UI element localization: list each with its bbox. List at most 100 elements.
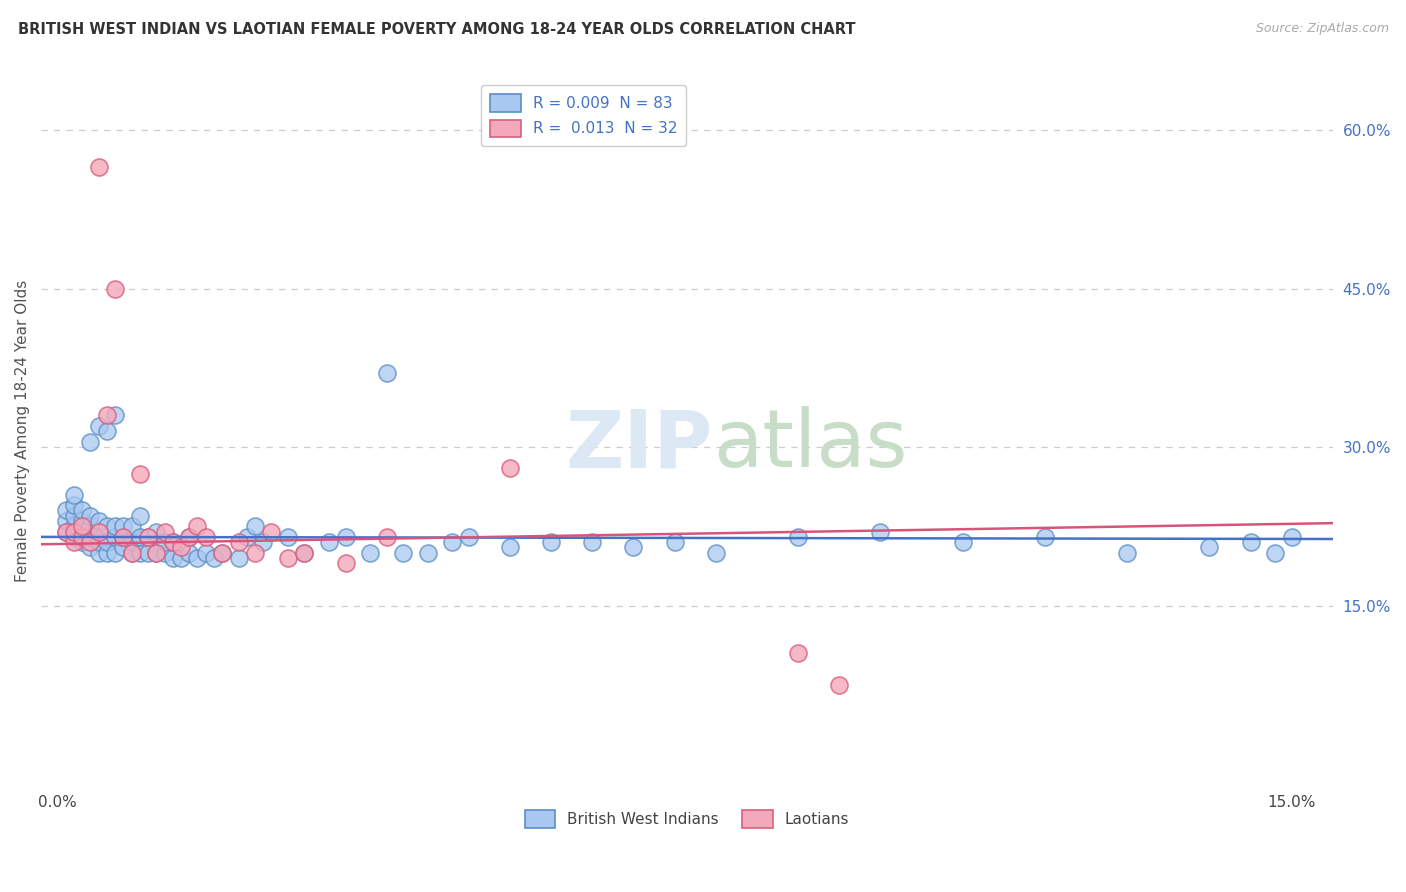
Point <box>1239 535 1261 549</box>
Point <box>162 535 184 549</box>
Point <box>252 535 274 549</box>
Point <box>104 546 127 560</box>
Point <box>318 535 340 549</box>
Point <box>121 546 143 560</box>
Point <box>55 524 77 539</box>
Point <box>1116 546 1139 560</box>
Point <box>186 551 208 566</box>
Point <box>277 530 299 544</box>
Point <box>441 535 464 549</box>
Point <box>112 530 135 544</box>
Point <box>79 535 101 549</box>
Point <box>540 535 562 549</box>
Text: BRITISH WEST INDIAN VS LAOTIAN FEMALE POVERTY AMONG 18-24 YEAR OLDS CORRELATION : BRITISH WEST INDIAN VS LAOTIAN FEMALE PO… <box>18 22 856 37</box>
Point <box>170 551 193 566</box>
Point <box>128 546 150 560</box>
Point <box>63 535 86 549</box>
Point <box>1033 530 1056 544</box>
Point <box>70 519 93 533</box>
Point <box>335 530 357 544</box>
Point <box>375 366 398 380</box>
Point <box>179 530 201 544</box>
Point <box>260 524 283 539</box>
Point <box>128 508 150 523</box>
Point <box>162 551 184 566</box>
Point <box>170 541 193 555</box>
Point <box>292 546 315 560</box>
Point <box>392 546 415 560</box>
Point <box>70 524 93 539</box>
Point <box>194 546 217 560</box>
Point <box>104 519 127 533</box>
Point <box>79 508 101 523</box>
Text: Source: ZipAtlas.com: Source: ZipAtlas.com <box>1256 22 1389 36</box>
Point <box>87 160 110 174</box>
Point <box>458 530 481 544</box>
Point <box>704 546 727 560</box>
Point <box>623 541 645 555</box>
Point <box>136 530 159 544</box>
Text: atlas: atlas <box>713 407 907 484</box>
Point <box>145 546 167 560</box>
Point <box>236 530 259 544</box>
Point <box>121 519 143 533</box>
Point <box>136 530 159 544</box>
Point <box>211 546 233 560</box>
Point <box>79 541 101 555</box>
Point <box>787 646 810 660</box>
Point <box>121 546 143 560</box>
Point <box>186 519 208 533</box>
Point <box>121 535 143 549</box>
Point <box>87 546 110 560</box>
Point <box>63 498 86 512</box>
Point <box>153 546 176 560</box>
Point <box>79 530 101 544</box>
Point <box>63 508 86 523</box>
Point <box>112 541 135 555</box>
Point <box>79 519 101 533</box>
Point <box>228 535 250 549</box>
Point <box>55 503 77 517</box>
Point <box>128 530 150 544</box>
Point <box>162 535 184 549</box>
Point <box>179 530 201 544</box>
Point <box>499 541 522 555</box>
Point <box>96 519 118 533</box>
Y-axis label: Female Poverty Among 18-24 Year Olds: Female Poverty Among 18-24 Year Olds <box>15 280 30 582</box>
Text: ZIP: ZIP <box>565 407 713 484</box>
Point <box>581 535 603 549</box>
Point <box>1264 546 1286 560</box>
Point <box>228 551 250 566</box>
Point <box>499 461 522 475</box>
Point <box>292 546 315 560</box>
Point <box>952 535 974 549</box>
Point <box>145 546 167 560</box>
Point <box>87 419 110 434</box>
Point <box>96 546 118 560</box>
Point <box>243 519 266 533</box>
Point <box>787 530 810 544</box>
Point <box>828 678 851 692</box>
Point <box>55 514 77 528</box>
Point <box>112 530 135 544</box>
Point <box>202 551 225 566</box>
Legend: British West Indians, Laotians: British West Indians, Laotians <box>519 805 855 834</box>
Point <box>128 467 150 481</box>
Point <box>335 556 357 570</box>
Point <box>104 409 127 423</box>
Point <box>1198 541 1220 555</box>
Point <box>112 519 135 533</box>
Point <box>145 524 167 539</box>
Point <box>869 524 891 539</box>
Point <box>194 530 217 544</box>
Point <box>87 514 110 528</box>
Point <box>63 530 86 544</box>
Point <box>104 282 127 296</box>
Point <box>179 546 201 560</box>
Point <box>63 524 86 539</box>
Point <box>70 535 93 549</box>
Point <box>211 546 233 560</box>
Point <box>96 409 118 423</box>
Point <box>136 546 159 560</box>
Point <box>87 524 110 539</box>
